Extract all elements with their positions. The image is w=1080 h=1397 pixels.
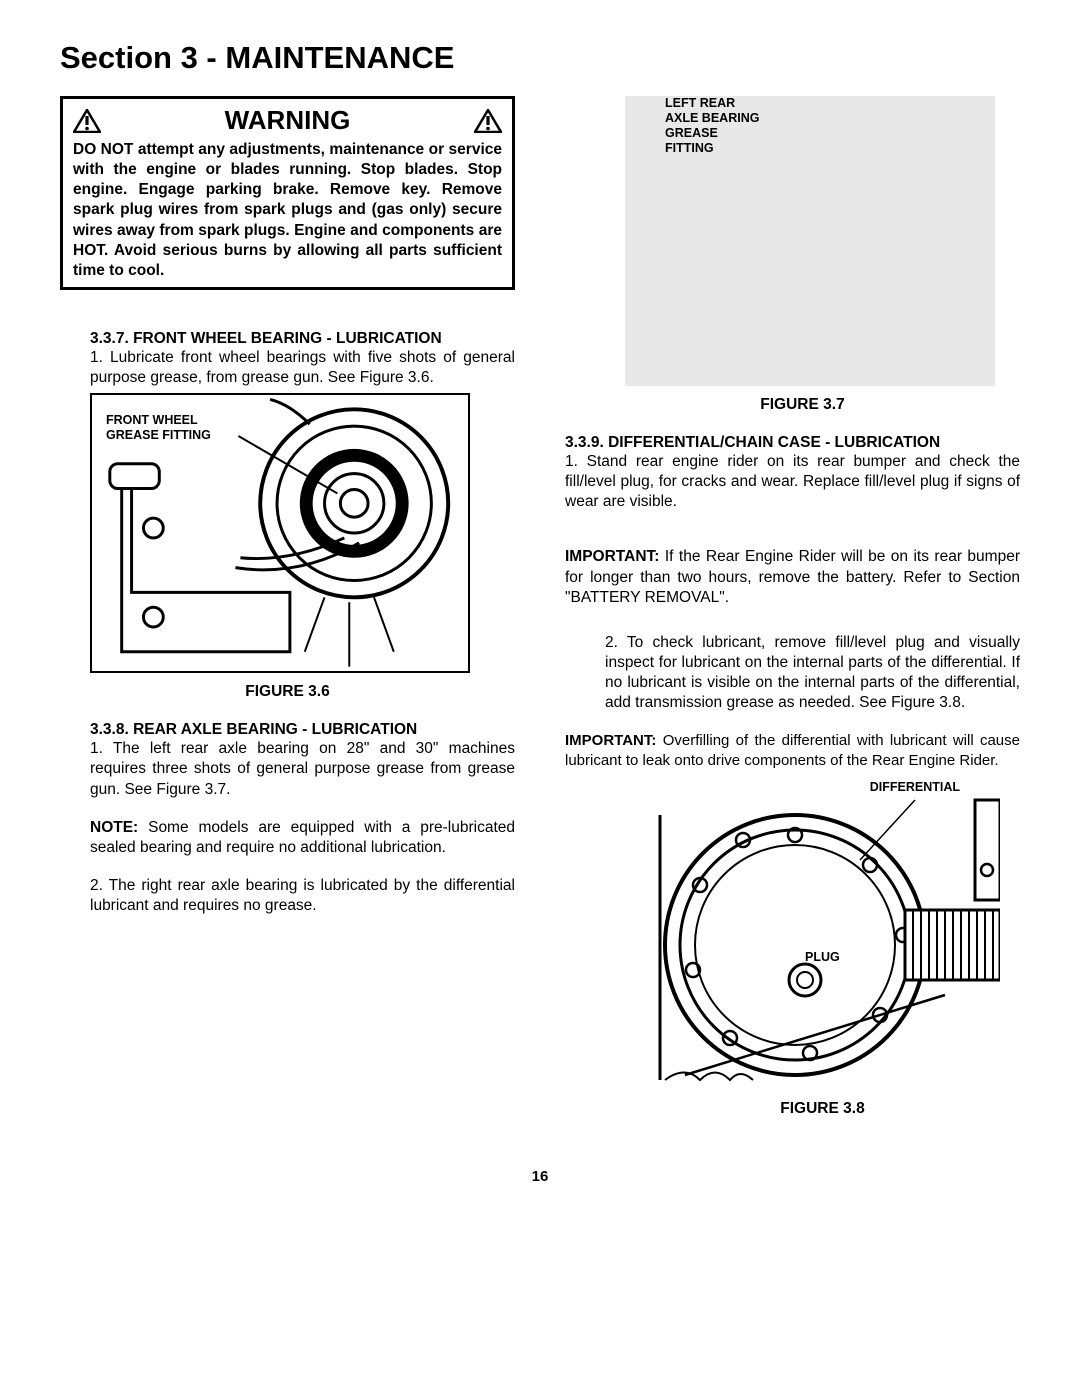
warning-text: DO NOT attempt any adjustments, maintena… xyxy=(73,140,502,281)
warning-header: WARNING xyxy=(73,105,502,136)
right-column: LEFT REARAXLE BEARINGGREASEFITTING FIGUR… xyxy=(565,96,1020,1138)
para-339-1: 1. Stand rear engine rider on its rear b… xyxy=(565,452,1020,512)
left-column: WARNING DO NOT attempt any adjustments, … xyxy=(60,96,515,1138)
warning-title: WARNING xyxy=(101,105,474,136)
warning-box: WARNING DO NOT attempt any adjustments, … xyxy=(60,96,515,290)
heading-339: 3.3.9. DIFFERENTIAL/CHAIN CASE - LUBRICA… xyxy=(565,434,1020,452)
important1-prefix: IMPORTANT: xyxy=(565,548,659,565)
para-338-1: 1. The left rear axle bearing on 28" and… xyxy=(90,739,515,799)
note-body: Some models are equipped with a pre-lubr… xyxy=(90,819,515,856)
para-339-2: 2. To check lubricant, remove fill/level… xyxy=(605,633,1020,714)
figure-3-8: DIFFERENTIAL PLUG xyxy=(645,780,1000,1090)
para-338-note: NOTE: Some models are equipped with a pr… xyxy=(90,818,515,858)
section-title: Section 3 - MAINTENANCE xyxy=(60,40,1020,76)
heading-337: 3.3.7. FRONT WHEEL BEARING - LUBRICATION xyxy=(90,330,515,348)
figure-3-6-label: FRONT WHEELGREASE FITTING xyxy=(106,413,211,443)
para-339-imp1: IMPORTANT: If the Rear Engine Rider will… xyxy=(565,547,1020,607)
figure-3-8-label-1: DIFFERENTIAL xyxy=(870,780,960,795)
figure-3-6: FRONT WHEELGREASE FITTING xyxy=(90,393,470,673)
warning-icon-right xyxy=(474,109,502,133)
heading-338: 3.3.8. REAR AXLE BEARING - LUBRICATION xyxy=(90,721,515,739)
figure-3-8-label-2: PLUG xyxy=(805,950,840,965)
para-339-imp2: IMPORTANT: Overfilling of the differenti… xyxy=(565,731,1020,770)
para-337-1: 1. Lubricate front wheel bearings with f… xyxy=(90,348,515,388)
figure-3-8-caption: FIGURE 3.8 xyxy=(625,1100,1020,1118)
page-number: 16 xyxy=(60,1168,1020,1185)
figure-3-7-caption: FIGURE 3.7 xyxy=(585,396,1020,414)
warning-icon-left xyxy=(73,109,101,133)
content-columns: WARNING DO NOT attempt any adjustments, … xyxy=(60,96,1020,1138)
figure-3-7-label: LEFT REARAXLE BEARINGGREASEFITTING xyxy=(665,96,759,156)
figure-3-6-caption: FIGURE 3.6 xyxy=(60,683,515,701)
note-prefix: NOTE: xyxy=(90,819,138,836)
para-338-2: 2. The right rear axle bearing is lubric… xyxy=(90,876,515,916)
important2-prefix: IMPORTANT: xyxy=(565,732,656,749)
figure-3-7: LEFT REARAXLE BEARINGGREASEFITTING xyxy=(625,96,995,386)
figure-3-8-svg xyxy=(645,780,1000,1090)
